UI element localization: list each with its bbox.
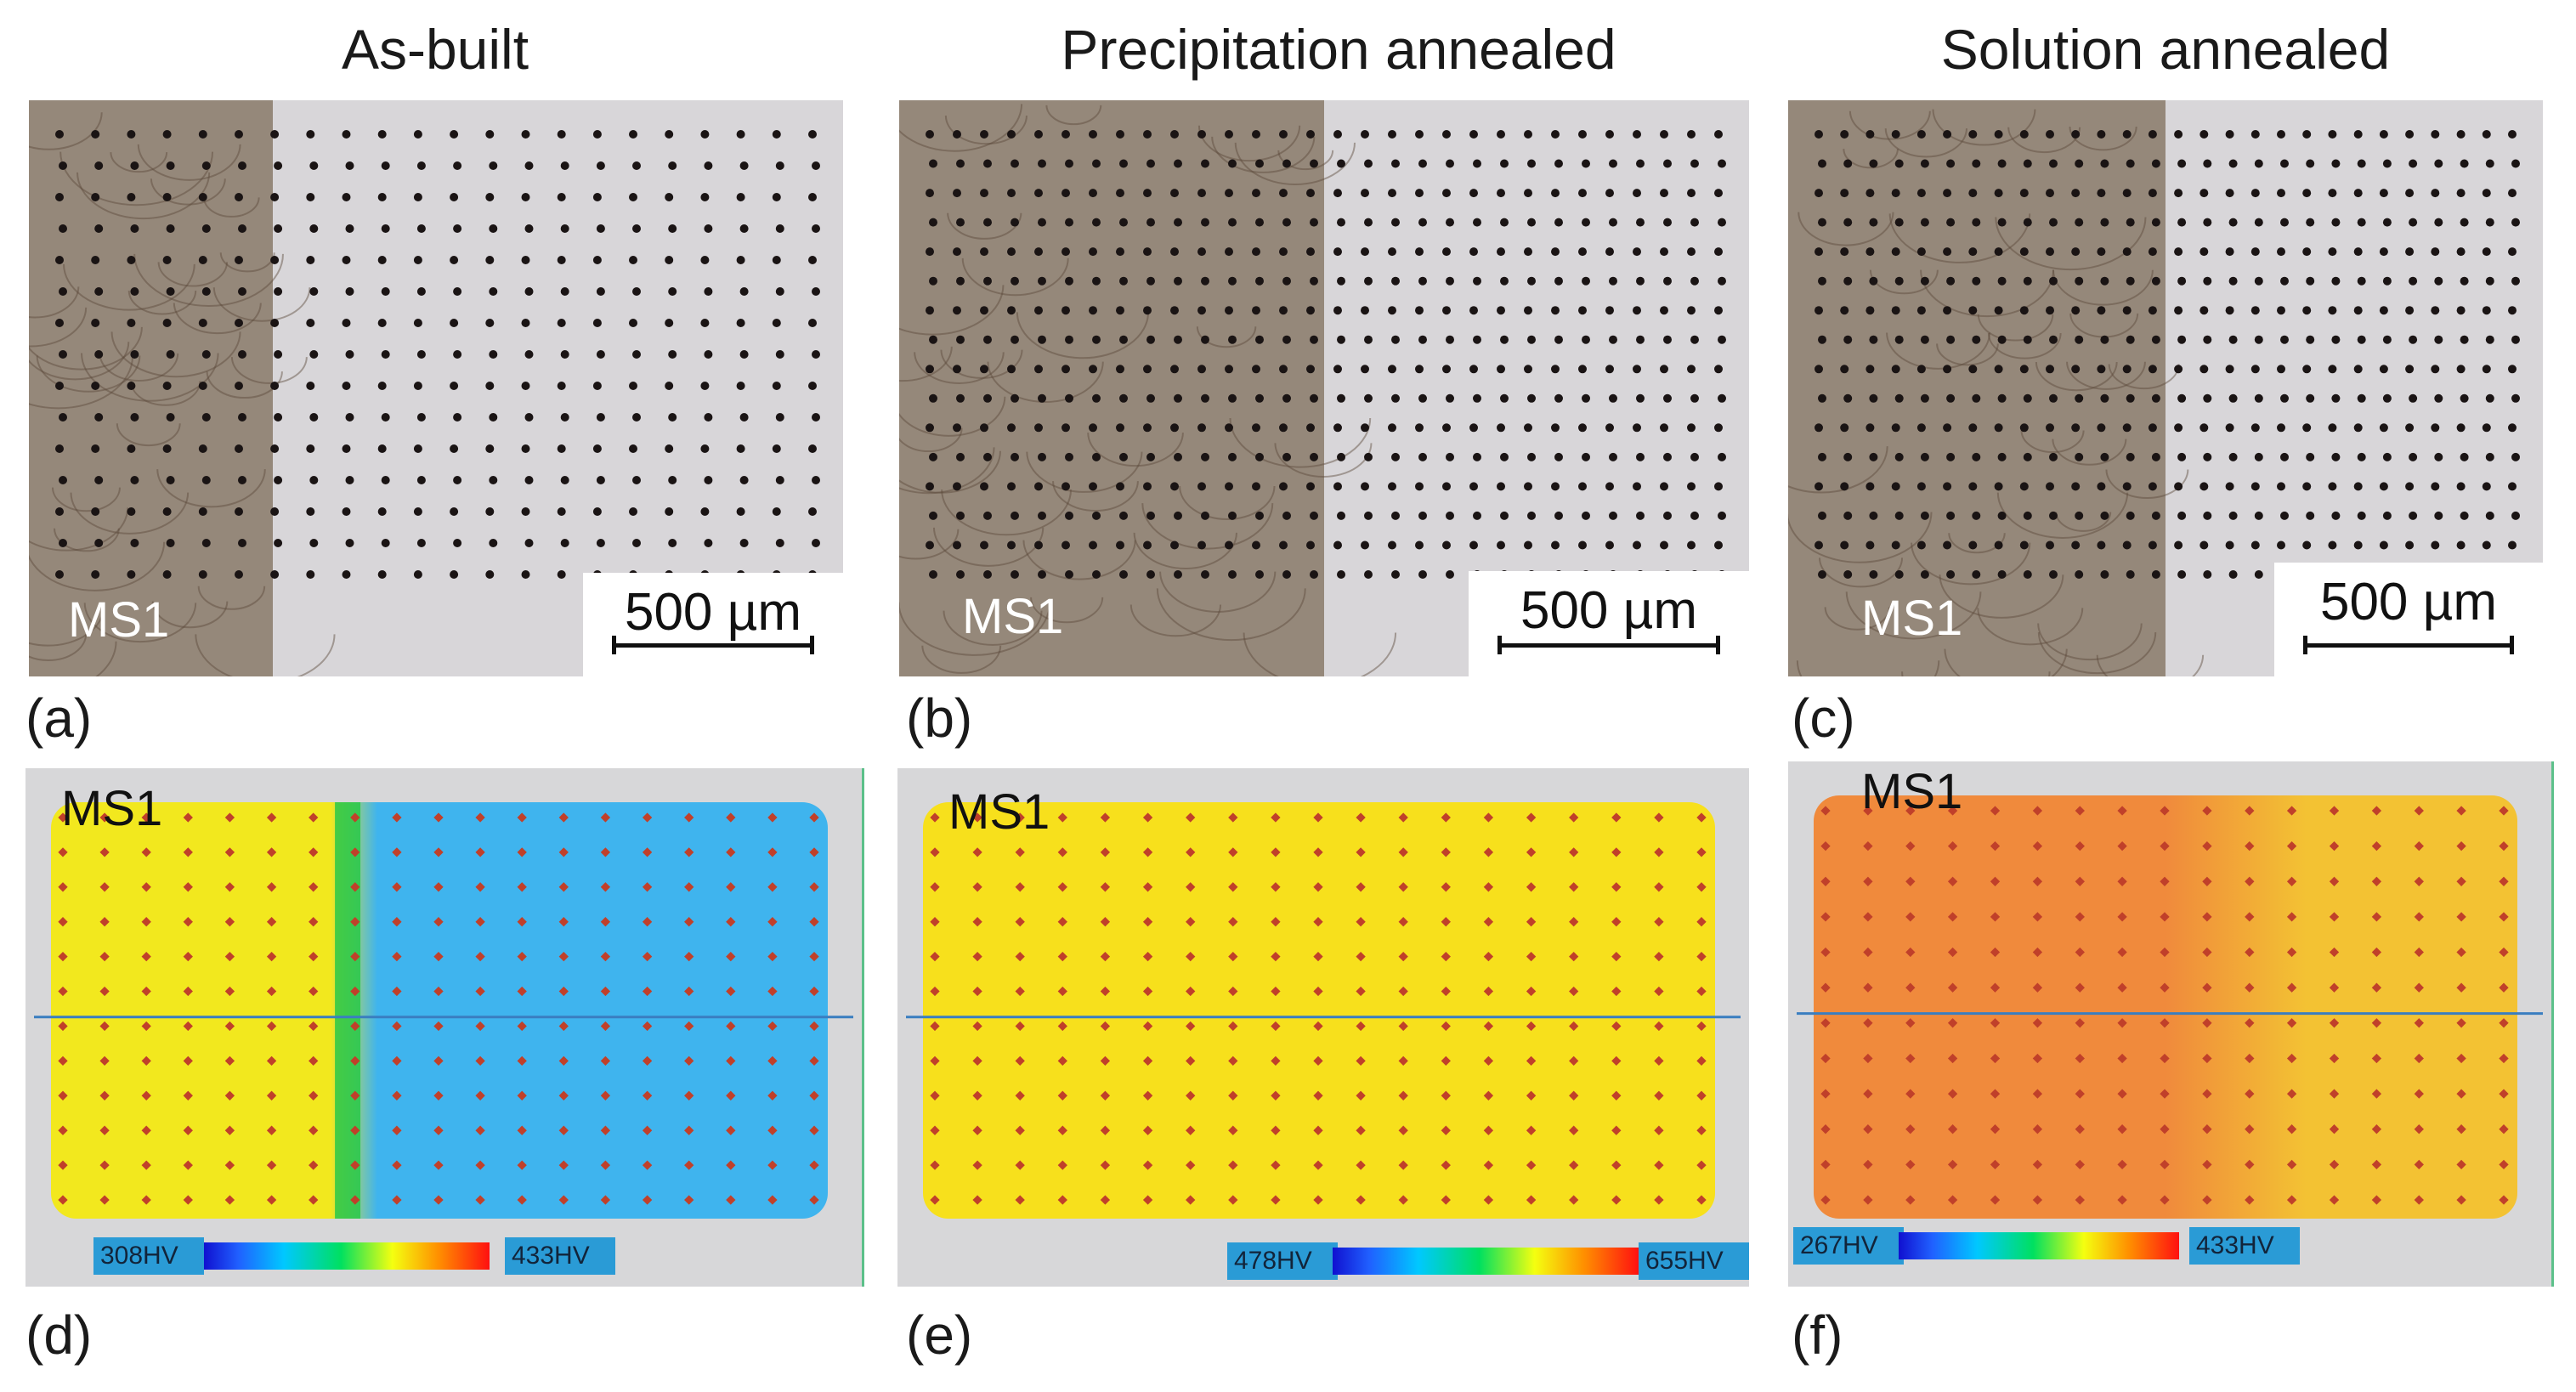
micrograph-panel-a: MS1 500 µm: [29, 100, 843, 676]
legend-min-label: 478HV: [1227, 1242, 1338, 1280]
hardness-color-legend: 267HV 433HV: [1793, 1227, 2300, 1265]
sample-tag-ms1: MS1: [61, 781, 163, 836]
legend-min-label: 267HV: [1793, 1227, 1904, 1265]
sample-tag-ms1: MS1: [962, 589, 1064, 644]
scale-bar: [1497, 636, 1720, 654]
scale-bar-box: 500 µm: [583, 573, 843, 676]
scale-bar-label: 500 µm: [2319, 573, 2498, 631]
panel-label-d: (d): [25, 1304, 93, 1366]
legend-max-label: 655HV: [1639, 1242, 1749, 1280]
sample-tag-ms1: MS1: [1861, 591, 1963, 646]
scale-bar-box: 500 µm: [1469, 571, 1749, 676]
column-title-as-built: As-built: [341, 18, 529, 81]
sample-tag-ms1: MS1: [948, 784, 1050, 840]
micrograph-panel-b: MS1 500 µm: [899, 100, 1749, 676]
hardness-color-legend: 308HV 433HV: [93, 1237, 617, 1275]
legend-max-label: 433HV: [505, 1237, 615, 1275]
scale-bar-box: 500 µm: [2274, 563, 2543, 676]
column-title-precipitation-annealed: Precipitation annealed: [1061, 18, 1616, 81]
hardness-map-image-d: [34, 802, 853, 1219]
panel-label-c: (c): [1792, 688, 1855, 749]
micrograph-panel-c: MS1 500 µm: [1788, 100, 2543, 676]
column-title-solution-annealed: Solution annealed: [1940, 18, 2391, 81]
panel-label-a: (a): [25, 688, 93, 749]
panel-label-f: (f): [1792, 1304, 1843, 1366]
hardness-map-panel-e: MS1 478HV 655HV: [897, 768, 1749, 1287]
hardness-map-panel-f: MS1 267HV 433HV: [1788, 761, 2554, 1287]
scale-bar-label: 500 µm: [1520, 581, 1698, 640]
legend-min-label: 308HV: [93, 1237, 204, 1275]
scale-bar-label: 500 µm: [624, 583, 802, 642]
panel-label-e: (e): [906, 1304, 973, 1366]
hardness-map-image-e: [906, 802, 1741, 1219]
sample-tag-ms1: MS1: [1861, 764, 1963, 819]
sample-tag-ms1: MS1: [68, 592, 170, 648]
legend-gradient: [1899, 1232, 2179, 1259]
scale-bar: [612, 636, 814, 654]
scale-bar: [2303, 636, 2514, 654]
legend-max-label: 433HV: [2189, 1227, 2300, 1265]
panel-label-b: (b): [906, 688, 973, 749]
micrograph-image-a: [29, 100, 843, 676]
legend-gradient: [204, 1242, 490, 1270]
hardness-map-image-f: [1797, 795, 2543, 1219]
hardness-map-panel-d: MS1 308HV 433HV: [25, 768, 864, 1287]
legend-gradient: [1333, 1248, 1639, 1275]
hardness-color-legend: 478HV 655HV: [1227, 1242, 1749, 1280]
